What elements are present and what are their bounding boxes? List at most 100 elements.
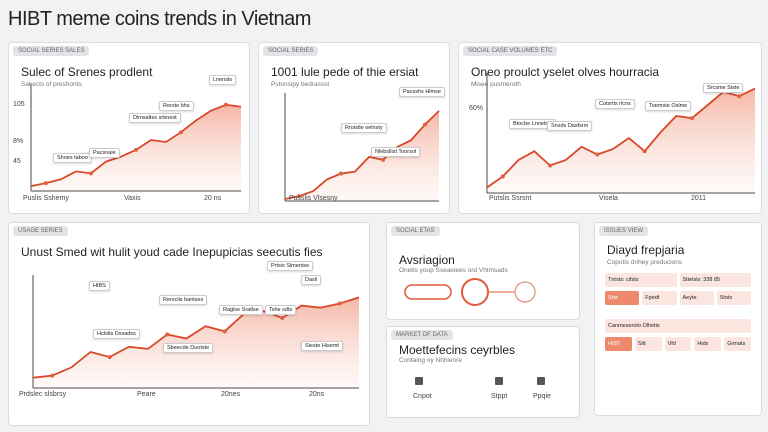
panel-subtitle: Containg oy Nhhienre xyxy=(399,357,462,364)
point xyxy=(179,130,183,135)
chart-panel: SOCIAL SERIES 1001 lule pede of thie ersi… xyxy=(258,42,450,214)
ring xyxy=(461,278,489,306)
chart-panel: SOCIAL SERIES SALES Sulec of Srenes prodl… xyxy=(8,42,250,214)
market-icons xyxy=(415,377,545,385)
issues-panel: ISSUES VIEW Diayd frepjaria Copotis drih… xyxy=(594,222,762,416)
point xyxy=(224,102,228,107)
table-cell: HIBT xyxy=(605,337,632,351)
axis-label: 105 xyxy=(13,101,25,108)
callout: Pacsshs Hlmse xyxy=(399,87,445,97)
issues-table: Tntsts: cifsts Stietsls: 338 85 Srte Fpedt A… xyxy=(595,273,761,355)
x-label: 20nes xyxy=(221,391,241,398)
market-panel: MARKET OF DATA Moettefecins ceyrbles Con… xyxy=(386,326,580,418)
callout: Nlebsllist Toorsol xyxy=(371,147,421,157)
callout: Toemste Oslme xyxy=(645,101,692,111)
point xyxy=(737,94,742,99)
panel-subtitle: Onetis youp Sseaeiees ord Vhtmsads xyxy=(399,267,508,274)
table-row: Canmeseroto Olhetis xyxy=(605,319,751,333)
point xyxy=(107,355,112,360)
icon xyxy=(537,377,545,385)
point xyxy=(165,332,170,337)
table-cell: Aeyte xyxy=(679,291,714,305)
panel-subtitle: Misee pusmeroth xyxy=(471,81,521,88)
ring xyxy=(514,281,536,303)
point xyxy=(595,152,600,157)
x-label: Prdslec slsbrsy xyxy=(19,391,67,398)
callout: Tshe sdts xyxy=(265,305,297,315)
x-label: Vaxis xyxy=(124,195,141,202)
chart-panel: SOCIAL CASE VOLUMES ETC Oneo proulct ysel… xyxy=(458,42,762,214)
axis-label: 60% xyxy=(469,105,484,112)
x-label: Peare xyxy=(137,391,156,398)
pill xyxy=(404,284,452,300)
tag: SOCIAL SERIES SALES xyxy=(13,46,90,56)
x-label: 20ns xyxy=(309,391,325,398)
point xyxy=(339,171,343,176)
line xyxy=(284,110,440,200)
callout: Pacsnale xyxy=(89,148,120,158)
callout: Shoes taboo xyxy=(53,153,92,163)
market-label: Cnpot xyxy=(413,393,432,400)
point xyxy=(548,163,553,168)
panel-title: Moettefecins ceyrbles xyxy=(399,343,516,357)
panel-title: Sulec of Srenes prodlent xyxy=(21,65,153,79)
table-cell: Canmeseroto Olhetis xyxy=(605,319,751,333)
tag: USAGE SERIES xyxy=(13,226,68,236)
market-label: Ppqie xyxy=(533,393,551,400)
callout: Dasli xyxy=(301,275,322,285)
callout: HIBS xyxy=(89,281,110,291)
table-row: HIBT Sitt Vfd Hids Grmats xyxy=(605,337,751,351)
callout: Sbeecde Duotste xyxy=(163,343,214,353)
reach-shapes xyxy=(404,278,536,306)
area xyxy=(285,110,439,201)
axis-label: 8% xyxy=(13,138,24,145)
icon xyxy=(415,377,423,385)
panel-subtitle: Sal ects of preshonts xyxy=(21,81,82,88)
callout: Rroistle oelnsty xyxy=(341,123,387,133)
table-cell: Stots xyxy=(716,291,751,305)
chart-panel: USAGE SERIES Unust Smed wit hulit youd ca… xyxy=(8,222,370,426)
point xyxy=(50,373,55,378)
callout: Sieste Hisemt xyxy=(301,341,343,351)
panel-subtitle: Pstonsipy bedrassst xyxy=(271,81,330,88)
tag: SOCIAL SERIES xyxy=(263,46,319,56)
table-cell: Srte xyxy=(605,291,640,305)
x-label: 2011 xyxy=(691,195,707,202)
tag: SOCIAL ETAS xyxy=(391,226,440,236)
x-label: Pusslis Vlsesny xyxy=(289,195,338,202)
table-cell: Sitt xyxy=(634,337,662,351)
table-cell: Stietsls: 338 85 xyxy=(679,273,751,287)
point xyxy=(44,181,48,186)
callout: Raglse Sratlse xyxy=(219,305,263,315)
point xyxy=(134,147,138,152)
panel-title: 1001 lule pede of thie ersiat xyxy=(271,65,419,79)
callout: Rerste bhs xyxy=(159,101,194,111)
point xyxy=(689,116,694,121)
callout: Cotsrtis rlcns xyxy=(595,99,635,109)
panel-title: Unust Smed wit hulit youd cade Inepupici… xyxy=(21,245,323,259)
callout: Lnenslo xyxy=(209,75,237,85)
chart xyxy=(486,73,756,194)
panel-title: Avsriagion xyxy=(399,253,455,267)
callout: Rersclis bantses xyxy=(159,295,208,305)
table-cell: Fpedt xyxy=(642,291,677,305)
point xyxy=(337,301,342,306)
point xyxy=(500,174,505,179)
callout: Prtsis Slmentse xyxy=(267,261,314,271)
callout: Srcsme Siste xyxy=(703,83,744,93)
callout: Hclstis Dssadss xyxy=(93,329,140,339)
page-title: HIBT meme coins trends in Vietnam xyxy=(8,8,311,30)
reach-panel: SOCIAL ETAS Avsriagion Onetis youp Sseae… xyxy=(386,222,580,320)
icon xyxy=(495,377,503,385)
point xyxy=(423,122,427,127)
chart xyxy=(30,83,242,192)
point xyxy=(89,171,93,176)
chart xyxy=(284,93,440,202)
callout: Dimsatles srbnest xyxy=(129,113,181,123)
table-cell: Tntsts: cifsts xyxy=(605,273,677,287)
table-row: Tntsts: cifsts Stietsls: 338 85 xyxy=(605,273,751,287)
market-label: Stppt xyxy=(491,393,508,400)
area xyxy=(487,88,755,193)
table-cell: Vfd xyxy=(664,337,692,351)
table-cell: Hids xyxy=(694,337,722,351)
